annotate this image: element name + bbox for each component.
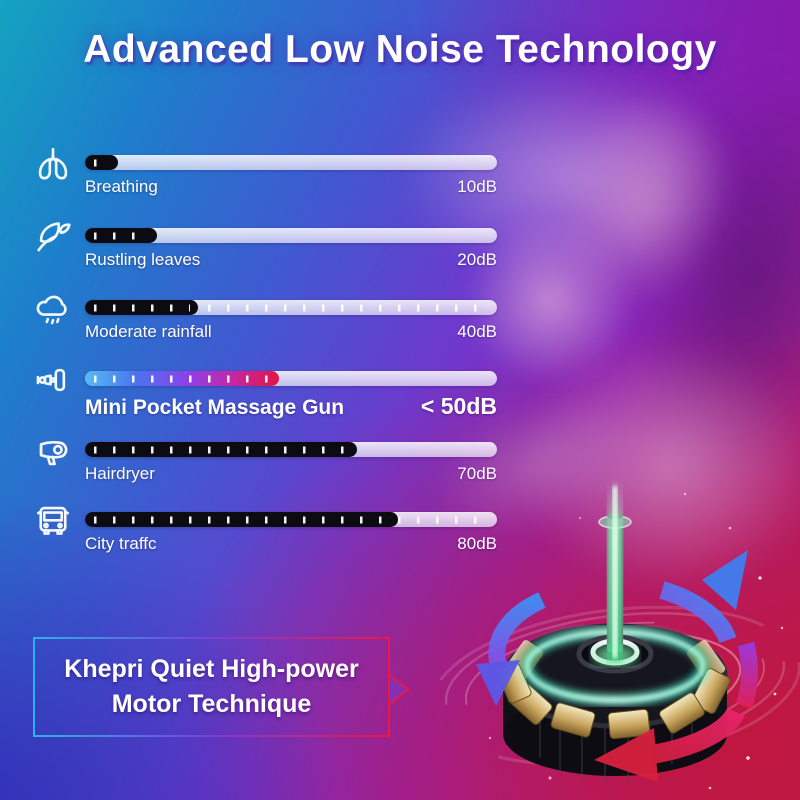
bus-icon [32,500,74,542]
leaves-icon [32,216,74,258]
bar-fill [85,371,279,386]
callout-pointer [388,673,410,707]
mother-face-shape [535,72,755,328]
rain-cloud-icon [32,288,74,330]
chart-row-massage-gun: Mini Pocket Massage Gun < 50dB [30,368,500,433]
arrowhead-left [476,660,520,706]
row-value: 80dB [457,534,497,553]
bar-fill [85,442,357,457]
bar-track [85,371,497,386]
chart-row-moderate-rainfall: Moderate rainfall 40dB [30,295,500,362]
massage-gun-icon [32,359,74,401]
callout-box: Khepri Quiet High-power Motor Technique [33,637,410,737]
callout-line-1: Khepri Quiet High-power [64,654,359,683]
bar-track [85,300,497,315]
bar-fill [85,228,158,243]
motor-shaft [576,480,654,674]
chart-row-city-traffic: City traffc 80dB [30,506,500,574]
chart-row-breathing: Breathing 10dB [30,147,500,217]
motor-illustration [430,480,800,790]
row-value: 40dB [457,322,497,341]
row-label: Rustling leaves [85,250,201,269]
row-value: < 50dB [420,393,497,419]
row-label: City traffc [85,534,157,553]
arrowhead-top-right [702,550,748,610]
chart-row-hairdryer: Hairdryer 70dB [30,440,500,504]
row-label: Breathing [85,177,158,196]
callout-line-2: Motor Technique [111,690,312,718]
mother-hair-shape [587,39,800,511]
lungs-icon [32,143,74,185]
row-value: 20dB [457,250,497,269]
chart-row-rustling-leaves: Rustling leaves 20dB [30,222,500,290]
hairdryer-icon [32,430,74,472]
row-label: Hairdryer [85,464,155,483]
row-label: Mini Pocket Massage Gun [85,396,345,419]
row-value: 10dB [457,177,497,196]
row-value: 70dB [457,464,497,483]
bar-track [85,512,497,527]
bar-fill [85,155,118,170]
row-label: Moderate rainfall [85,322,212,341]
bar-track [85,155,497,170]
bar-fill [85,512,399,527]
arrowhead-bottom [594,728,658,782]
page-title: Advanced Low Noise Technology [83,28,717,71]
bar-fill [85,300,199,315]
bar-track [85,442,497,457]
bar-track [85,228,497,243]
